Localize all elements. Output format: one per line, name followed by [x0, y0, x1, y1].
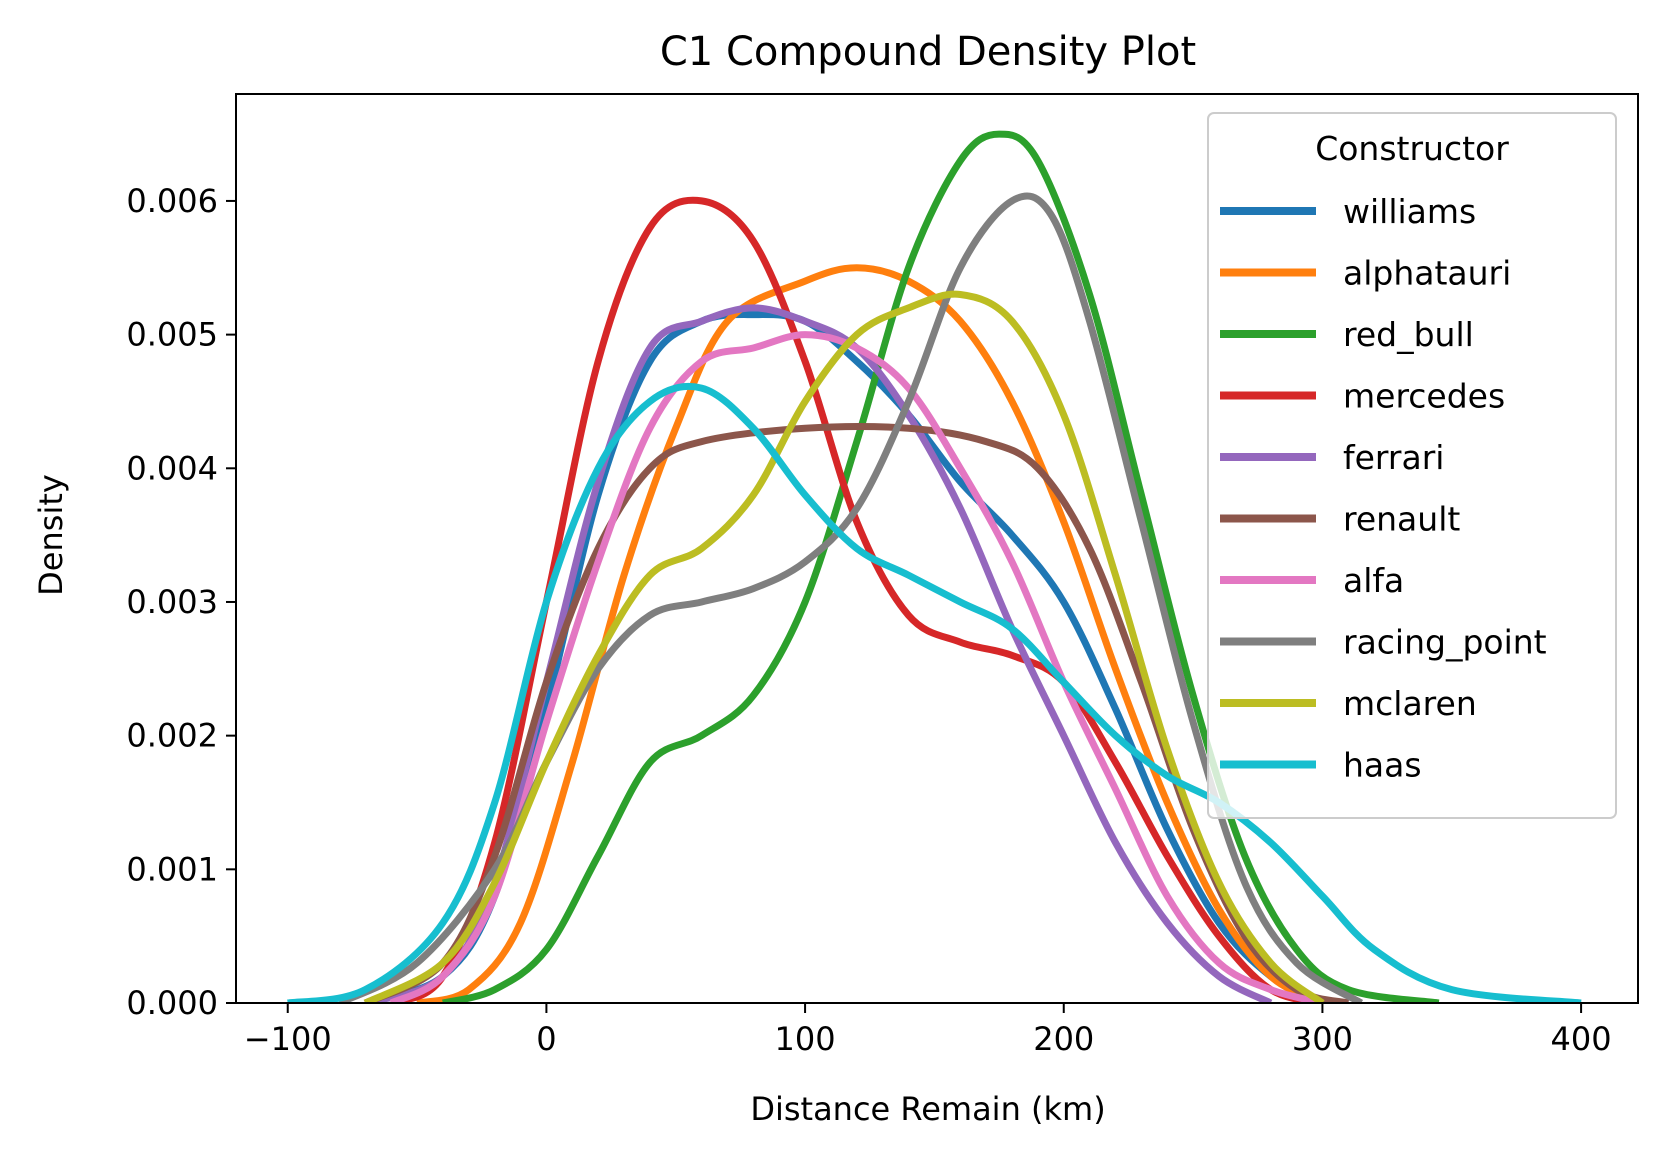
- y-axis-label: Density: [32, 474, 70, 596]
- legend-label-alfa: alfa: [1343, 561, 1404, 600]
- legend-label-alphatauri: alphatauri: [1343, 254, 1511, 293]
- x-tick-label: 0: [536, 1020, 556, 1058]
- legend-label-mclaren: mclaren: [1343, 684, 1477, 723]
- legend-label-mercedes: mercedes: [1343, 377, 1505, 416]
- x-tick-label: 100: [775, 1020, 836, 1058]
- y-tick-label: 0.002: [126, 717, 218, 755]
- axes: −100 0 100 200 300 400 0.000 0.001 0.002 0.003 0.0…: [126, 93, 1639, 1058]
- y-tick-label: 0.004: [126, 449, 218, 487]
- series-line-ferrari: [364, 304, 1273, 1003]
- y-tick-label: 0.001: [126, 850, 218, 888]
- legend: Constructor williams alphatauri red_bullmer…: [1207, 112, 1617, 819]
- legend-label-ferrari: ferrari: [1343, 438, 1444, 477]
- chart-title: C1 Compound Density Plot: [660, 29, 1196, 75]
- legend-label-haas: haas: [1343, 746, 1422, 785]
- plot-area: [287, 130, 1582, 1003]
- y-tick-label: 0.005: [126, 316, 218, 354]
- y-tick-label: 0.000: [126, 984, 218, 1022]
- legend-label-racing-point: racing_point: [1343, 623, 1547, 662]
- legend-title: Constructor: [1315, 129, 1509, 168]
- series-line-haas: [287, 382, 1582, 1003]
- series-line-mercedes: [389, 196, 1324, 1003]
- x-tick-label: 300: [1292, 1020, 1353, 1058]
- x-axis-label: Distance Remain (km): [750, 1090, 1105, 1128]
- x-tick-label: −100: [244, 1020, 332, 1058]
- legend-label-renault: renault: [1343, 500, 1460, 539]
- legend-label-williams: williams: [1343, 192, 1476, 231]
- series-line-mclaren: [363, 290, 1325, 1003]
- y-tick-label: 0.006: [126, 182, 218, 220]
- x-tick-label: 200: [1033, 1020, 1094, 1058]
- x-tick-label: 400: [1551, 1020, 1612, 1058]
- legend-label-red-bull: red_bull: [1343, 315, 1474, 354]
- plot-frame: [235, 93, 1639, 1004]
- y-tick-label: 0.003: [126, 583, 218, 621]
- series-line-alfa: [389, 331, 1324, 1003]
- series-line-alphatauri: [416, 264, 1325, 1003]
